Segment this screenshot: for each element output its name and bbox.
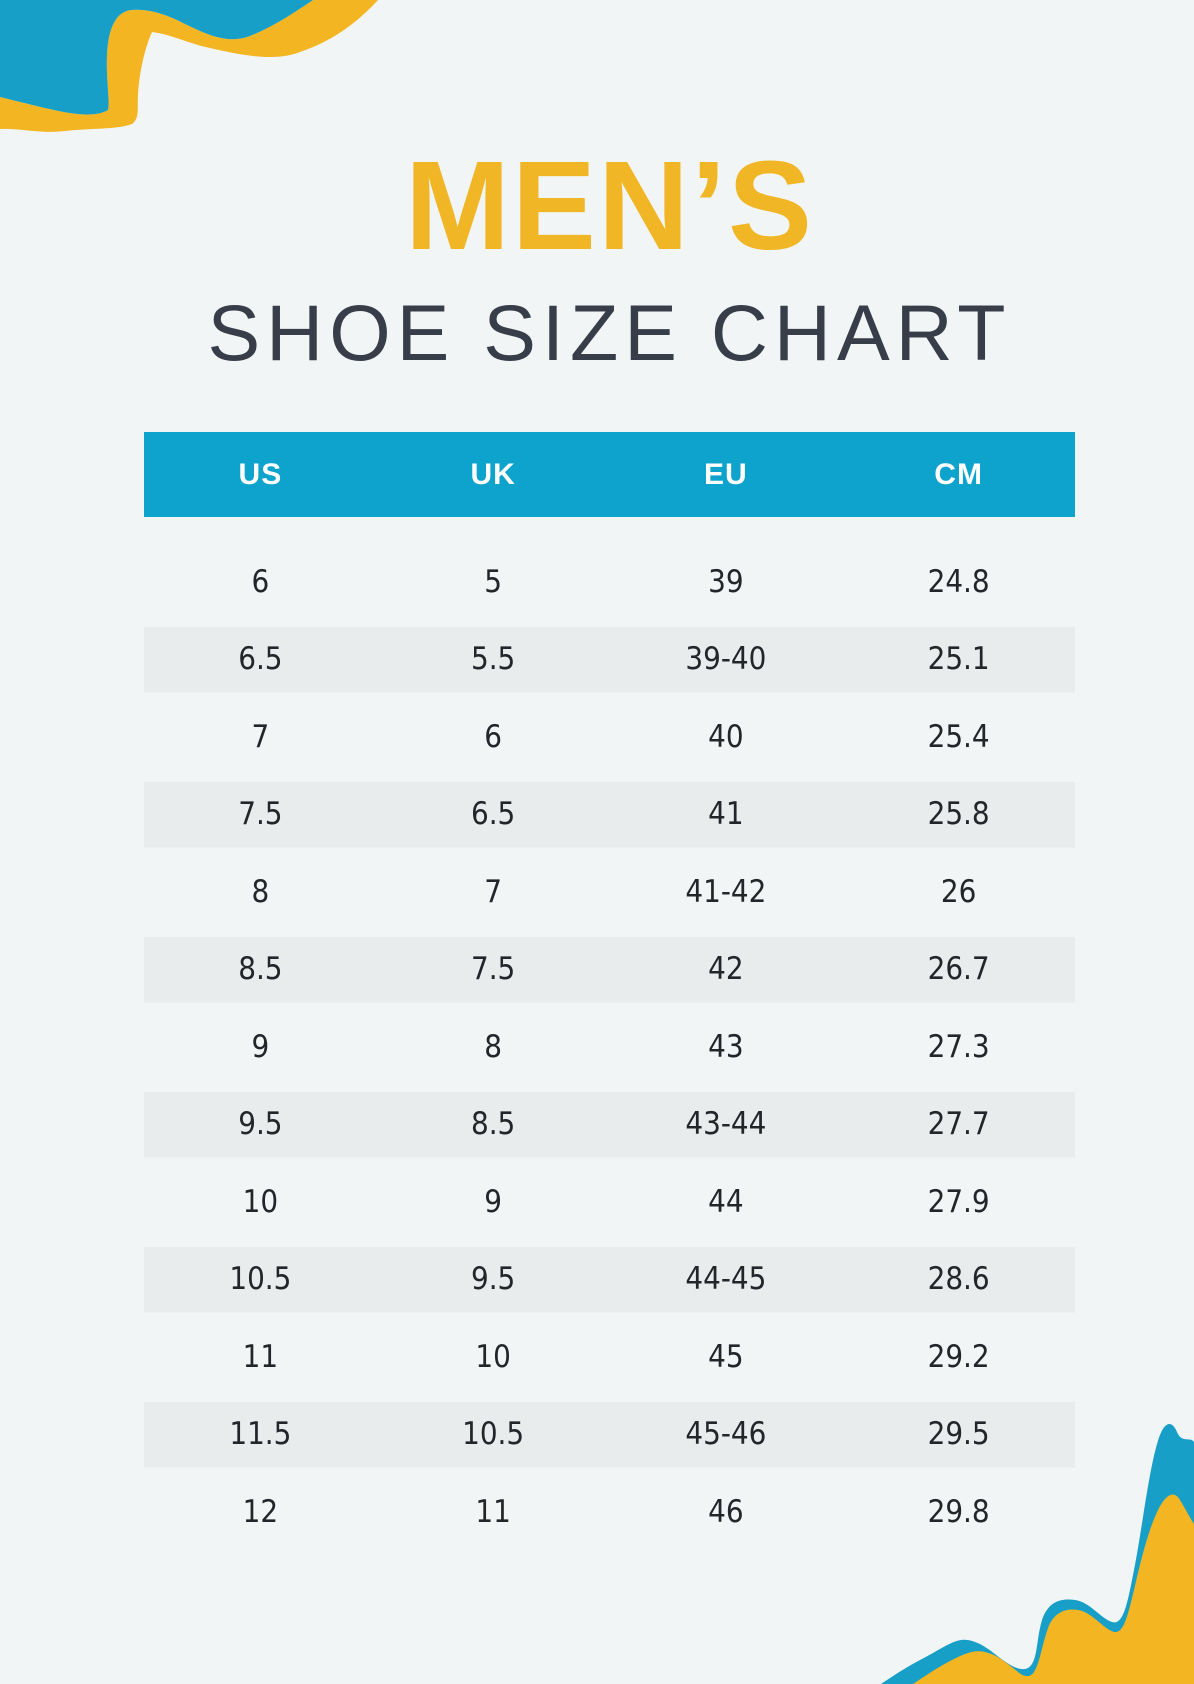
table-cell: 9: [251, 1028, 270, 1065]
table-cell: 39-40: [685, 641, 767, 678]
table-cell: 7.5: [470, 951, 516, 988]
table-cell: 9: [484, 1183, 502, 1220]
table-cell: 8.5: [470, 1106, 516, 1143]
table-cell: 26: [940, 873, 977, 910]
table-header-row: US UK EU CM: [144, 432, 1075, 517]
table-cell: 9.5: [470, 1261, 516, 1298]
table-cell: 7: [251, 718, 270, 755]
table-cell: 10: [242, 1183, 279, 1220]
table-cell: 6.5: [238, 641, 283, 678]
table-cell: 8.5: [238, 951, 283, 988]
column-header-uk: UK: [470, 457, 516, 491]
table-cell: 10.5: [229, 1261, 292, 1298]
table-row: 11.5 10.5 45-46 29.5: [144, 1395, 1075, 1473]
table-cell: 44-45: [685, 1261, 767, 1298]
table-cell: 6: [484, 718, 502, 755]
table-cell: 43-44: [685, 1106, 767, 1143]
table-row: 9.5 8.5 43-44 27.7: [144, 1085, 1075, 1163]
table-body: 6 5 39 24.8 6.5 5.5 39-40 25.1 7 6 40 25.4 7.5 6.5 41 2…: [144, 543, 1075, 1551]
table-row: 9 8 43 27.3: [144, 1008, 1075, 1086]
table-cell: 46: [708, 1493, 744, 1530]
table-cell: 45: [708, 1338, 744, 1375]
table-cell: 7.5: [238, 796, 283, 833]
table-cell: 27.9: [927, 1183, 990, 1220]
table-cell: 28.6: [927, 1261, 990, 1298]
table-cell: 27.3: [927, 1028, 990, 1065]
table-row: 7.5 6.5 41 25.8: [144, 775, 1075, 853]
table-row: 11 10 45 29.2: [144, 1318, 1075, 1396]
table-cell: 25.4: [927, 718, 990, 755]
size-table: US UK EU CM 6 5 39 24.8 6.5 5.5 39-40 25.1 7 6 40 2…: [144, 432, 1075, 1551]
table-cell: 40: [708, 718, 744, 755]
table-cell: 12: [242, 1493, 279, 1530]
table-row: 12 11 46 29.8: [144, 1473, 1075, 1551]
table-cell: 6: [251, 563, 270, 600]
table-cell: 10: [475, 1338, 511, 1375]
table-cell: 41-42: [685, 873, 767, 910]
table-cell: 11: [242, 1338, 279, 1375]
table-row: 6.5 5.5 39-40 25.1: [144, 620, 1075, 698]
column-header-eu: EU: [704, 457, 748, 491]
table-cell: 6.5: [470, 796, 516, 833]
table-cell: 25.1: [927, 641, 990, 678]
table-cell: 10.5: [462, 1416, 525, 1453]
table-row: 10 9 44 27.9: [144, 1163, 1075, 1241]
column-header-cm: CM: [934, 457, 983, 491]
table-cell: 39: [708, 563, 744, 600]
table-cell: 27.7: [927, 1106, 990, 1143]
table-cell: 41: [708, 796, 744, 833]
table-cell: 24.8: [927, 563, 990, 600]
table-cell: 44: [708, 1183, 744, 1220]
content-area: MEN’S SHOE SIZE CHART US UK EU CM 6 5 39 24…: [144, 0, 1075, 1684]
table-cell: 26.7: [927, 951, 990, 988]
column-header-us: US: [238, 457, 283, 491]
table-row: 8.5 7.5 42 26.7: [144, 930, 1075, 1008]
table-cell: 11: [475, 1493, 511, 1530]
table-row: 10.5 9.5 44-45 28.6: [144, 1240, 1075, 1318]
table-cell: 25.8: [927, 796, 990, 833]
table-cell: 11.5: [229, 1416, 292, 1453]
table-cell: 7: [484, 873, 502, 910]
table-row: 8 7 41-42 26: [144, 853, 1075, 931]
page-title: MEN’S: [404, 135, 815, 276]
table-cell: 29.2: [927, 1338, 990, 1375]
table-row: 6 5 39 24.8: [144, 543, 1075, 621]
table-cell: 29.5: [927, 1416, 990, 1453]
table-cell: 43: [708, 1028, 744, 1065]
table-cell: 29.8: [927, 1493, 990, 1530]
table-row: 7 6 40 25.4: [144, 698, 1075, 776]
table-cell: 5.5: [470, 641, 516, 678]
table-cell: 8: [484, 1028, 502, 1065]
table-cell: 9.5: [238, 1106, 283, 1143]
table-cell: 45-46: [685, 1416, 767, 1453]
page-subtitle: SHOE SIZE CHART: [207, 288, 1012, 377]
table-cell: 5: [484, 563, 502, 600]
table-cell: 8: [251, 873, 270, 910]
table-cell: 42: [708, 951, 744, 988]
